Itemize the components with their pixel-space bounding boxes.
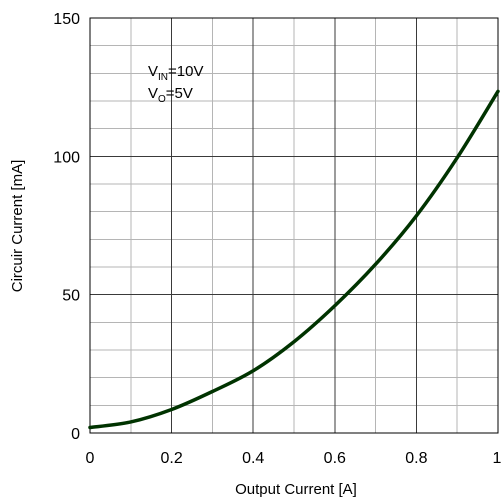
x-tick-label: 0.8: [405, 450, 427, 467]
x-tick-label: 0.6: [324, 450, 346, 467]
y-tick-labels: 0 50 100 150: [53, 11, 80, 443]
x-axis-label: Output Current [A]: [235, 481, 357, 498]
x-tick-label: 0: [86, 450, 95, 467]
vin-annotation: VIN=10V: [148, 63, 203, 83]
x-tick-label: 0.2: [160, 450, 182, 467]
y-tick-label: 50: [62, 288, 80, 305]
y-tick-label: 100: [53, 149, 80, 166]
y-axis-label: Circuir Current [mA]: [9, 160, 26, 293]
x-tick-labels: 0 0.2 0.4 0.6 0.8 1: [86, 450, 502, 467]
y-tick-label: 150: [53, 11, 80, 28]
y-tick-label: 0: [71, 426, 80, 443]
plot-frame: [89, 17, 499, 434]
x-tick-label: 1: [493, 450, 502, 467]
vo-annotation: VO=5V: [148, 85, 193, 105]
grid-lines: [89, 17, 499, 434]
series-line: [88, 89, 500, 430]
conditions-annotation: VIN=10V VO=5V: [148, 63, 203, 105]
x-tick-label: 0.4: [242, 450, 264, 467]
